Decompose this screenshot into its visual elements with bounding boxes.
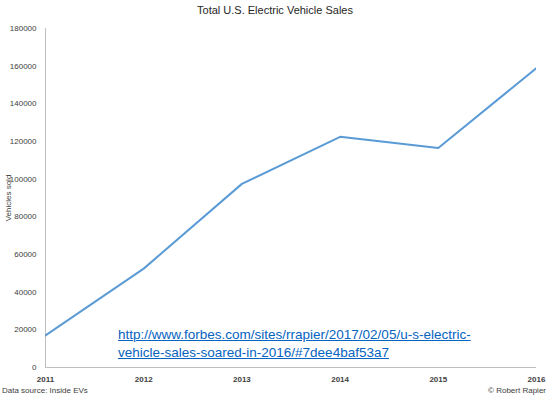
svg-text:2012: 2012 (135, 375, 153, 384)
svg-text:Vehicles sold: Vehicles sold (4, 175, 13, 222)
html-text:Data source: Inside EVs: Data source: Inside EVs (2, 386, 88, 395)
html-text:© Robert Rapier: © Robert Rapier (488, 386, 546, 395)
svg-text:100000: 100000 (10, 175, 37, 184)
html-text:http://www.forbes.com/sites/rr: http://www.forbes.com/sites/rrapier/2017… (118, 327, 471, 342)
svg-text:2014: 2014 (331, 375, 349, 384)
svg-text:2013: 2013 (233, 375, 251, 384)
svg-text:120000: 120000 (10, 137, 37, 146)
html-text:vehicle-sales-soared-in-2016/#: vehicle-sales-soared-in-2016/#7dee4baf53… (118, 345, 389, 360)
html-text:Total U.S. Electric Vehicle Sa: Total U.S. Electric Vehicle Sales (197, 4, 353, 16)
svg-text:140000: 140000 (10, 99, 37, 108)
svg-text:2011: 2011 (37, 375, 55, 384)
svg-text:160000: 160000 (10, 62, 37, 71)
svg-text:40000: 40000 (14, 288, 37, 297)
svg-text:80000: 80000 (14, 212, 37, 221)
svg-text:60000: 60000 (14, 250, 37, 259)
svg-text:2016: 2016 (528, 375, 546, 384)
svg-text:2015: 2015 (429, 375, 447, 384)
svg-text:20000: 20000 (14, 325, 37, 334)
svg-text:0: 0 (32, 363, 37, 372)
svg-text:180000: 180000 (10, 24, 37, 33)
